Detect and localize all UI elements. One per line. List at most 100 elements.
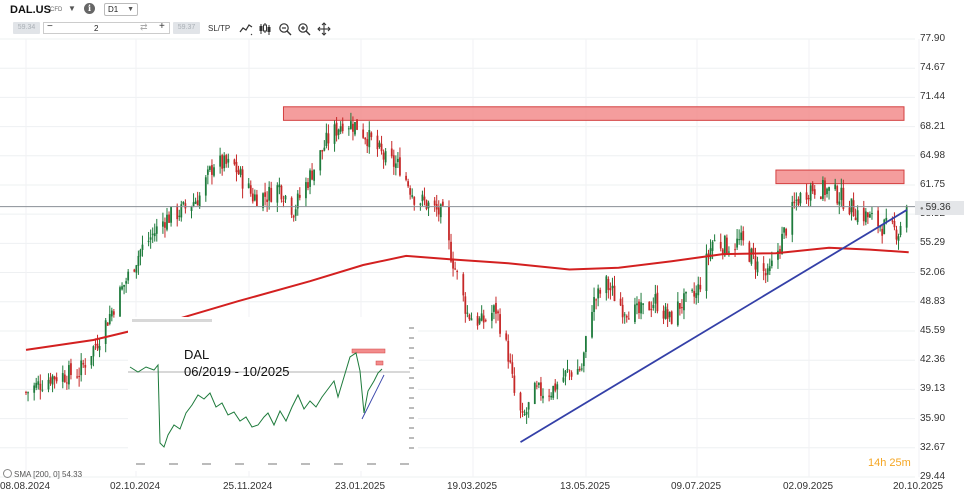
candle-body <box>609 288 612 291</box>
y-tick-label: 55.29 <box>920 237 946 249</box>
candle-body <box>599 289 602 294</box>
candle-body <box>98 345 101 351</box>
candle-body <box>119 287 121 317</box>
current-price-value: 59.36 <box>925 202 951 213</box>
quantity-value[interactable]: 2 <box>94 24 99 33</box>
quantity-stepper[interactable]: − 2 ⇄ + <box>43 21 170 34</box>
candle-body <box>740 232 743 241</box>
candle-body <box>840 187 843 201</box>
candle-body <box>452 259 454 269</box>
candle-body <box>570 372 573 377</box>
inset-title-ticker: DAL <box>184 347 210 362</box>
candle-body <box>68 365 70 385</box>
candle-body <box>427 202 430 209</box>
inset-x-tick <box>235 463 244 465</box>
inset-long-term-chart: DAL 06/2019 - 10/2025 <box>128 317 418 471</box>
candle-body <box>407 181 410 187</box>
decrease-button[interactable]: − <box>47 21 53 32</box>
candle-body <box>84 364 87 368</box>
candle-body <box>791 201 794 235</box>
candle-body <box>37 381 40 385</box>
inset-axis-tick <box>409 347 414 349</box>
candle-body <box>723 235 726 256</box>
line-chart-icon[interactable] <box>239 22 253 36</box>
sltp-button[interactable]: SL/TP <box>208 24 231 33</box>
candle-body <box>323 147 326 151</box>
inset-chart-plot <box>128 319 414 465</box>
candle-body <box>423 196 426 201</box>
candle-body <box>519 392 522 411</box>
inset-x-tick <box>202 463 211 465</box>
sma-200-line <box>25 246 909 351</box>
candle-body <box>149 237 152 240</box>
inset-axis-tick <box>409 397 414 399</box>
candle-body <box>864 211 867 223</box>
candle-body <box>70 363 72 376</box>
candle-body <box>335 122 338 136</box>
candles-icon[interactable] <box>258 22 272 36</box>
zoom-out-icon[interactable] <box>278 22 292 36</box>
candle-body <box>266 199 269 202</box>
candle-body <box>196 200 199 206</box>
visibility-eye-icon[interactable] <box>3 469 12 478</box>
zoom-in-icon[interactable] <box>297 22 311 36</box>
candle-body <box>337 129 340 135</box>
candle-body <box>390 148 393 157</box>
candle-body <box>728 251 730 253</box>
candle-body <box>533 382 536 404</box>
inset-x-tick <box>136 463 145 465</box>
sma-legend[interactable]: SMA [200, 0] 54.33 <box>3 469 82 479</box>
candle-body <box>139 249 142 257</box>
candle-body <box>170 206 172 223</box>
candle-body <box>356 119 358 130</box>
info-icon[interactable]: i <box>84 3 95 14</box>
candle-body <box>466 312 469 314</box>
candle-body <box>493 305 495 312</box>
candle-body <box>627 318 630 320</box>
increase-button[interactable]: + <box>159 21 165 32</box>
candle-body <box>607 278 610 290</box>
inset-axis-tick <box>409 357 414 359</box>
candle-body <box>685 291 687 294</box>
x-tick-label: 25.11.2024 <box>223 481 273 492</box>
swap-icon[interactable]: ⇄ <box>140 22 148 32</box>
candle-body <box>523 414 526 416</box>
candle-body <box>382 152 385 160</box>
candle-body <box>664 306 667 319</box>
candle-body <box>777 250 779 260</box>
candle-body <box>347 128 350 130</box>
buy-price-button[interactable]: 59.37 <box>173 22 200 34</box>
candle-body <box>668 312 671 318</box>
timeframe-select[interactable]: D1 ▼ <box>104 3 138 16</box>
candle-body <box>321 150 324 152</box>
symbol-dropdown-icon[interactable]: ▼ <box>68 4 76 13</box>
candle-body <box>695 293 698 299</box>
candle-body <box>593 297 595 312</box>
candle-body <box>233 159 236 165</box>
candle-body <box>511 362 514 374</box>
sell-price-button[interactable]: 59.34 <box>13 22 40 34</box>
candle-body <box>94 344 97 346</box>
candle-body <box>636 303 638 306</box>
candle-body <box>881 228 884 236</box>
symbol-label[interactable]: DAL.US <box>10 4 51 16</box>
candle-body <box>307 182 309 188</box>
candle-body <box>736 238 738 248</box>
candle-body <box>611 285 614 289</box>
x-tick-label: 02.10.2024 <box>110 481 161 492</box>
candle-body <box>613 285 616 302</box>
candle-body <box>640 302 642 314</box>
candle-body <box>209 166 211 170</box>
candle-body <box>513 375 516 393</box>
crosshair-icon[interactable] <box>317 22 331 36</box>
candle-body <box>437 207 440 215</box>
instrument-header: DAL.US CFD ▼ i D1 ▼ <box>0 0 964 20</box>
candle-body <box>76 376 78 378</box>
candle-body <box>184 203 187 209</box>
candle-body <box>227 158 230 163</box>
candle-body <box>394 163 397 168</box>
candle-body <box>249 185 252 194</box>
candle-body <box>376 135 379 150</box>
candle-body <box>705 253 708 292</box>
candle-body <box>33 385 36 393</box>
